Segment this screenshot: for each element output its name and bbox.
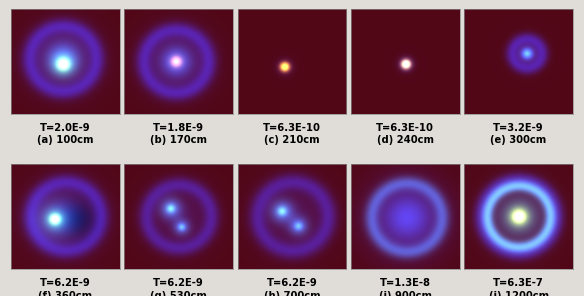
Text: T=6.2E-9
(g) 530cm: T=6.2E-9 (g) 530cm [150,278,207,296]
Text: T=2.0E-9
(a) 100cm: T=2.0E-9 (a) 100cm [37,123,93,145]
Text: T=6.3E-10
(c) 210cm: T=6.3E-10 (c) 210cm [263,123,321,145]
Text: T=6.2E-9
(f) 360cm: T=6.2E-9 (f) 360cm [39,278,92,296]
Text: T=6.3E-10
(d) 240cm: T=6.3E-10 (d) 240cm [376,123,434,145]
Text: T=1.8E-9
(b) 170cm: T=1.8E-9 (b) 170cm [150,123,207,145]
Text: T=1.3E-8
(i) 900cm: T=1.3E-8 (i) 900cm [379,278,432,296]
Text: T=6.3E-7
(j) 1200cm: T=6.3E-7 (j) 1200cm [489,278,548,296]
Text: T=6.2E-9
(h) 700cm: T=6.2E-9 (h) 700cm [264,278,320,296]
Text: T=3.2E-9
(e) 300cm: T=3.2E-9 (e) 300cm [491,123,547,145]
